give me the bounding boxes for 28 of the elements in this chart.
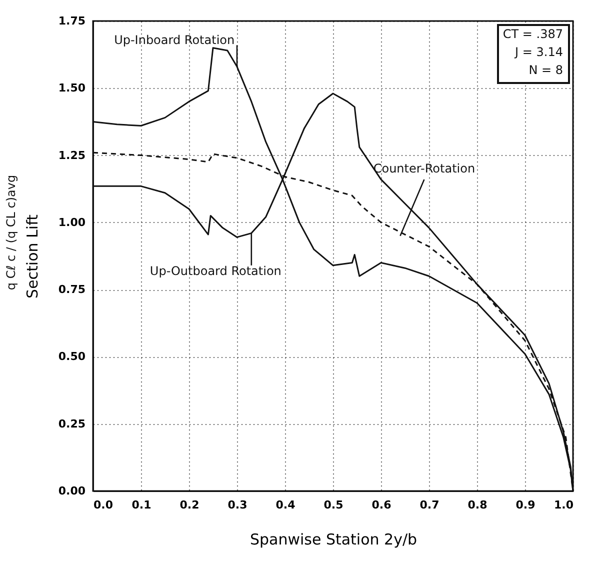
x-tick-label: 0.8	[468, 498, 488, 512]
y-tick-label: 1.50	[58, 82, 86, 95]
y-tick-label: 0.50	[58, 350, 86, 364]
y-axis-title: Section Lift	[23, 214, 42, 298]
x-tick-label: 0.3	[228, 498, 248, 512]
annotation: J = 3.14	[514, 45, 563, 59]
x-tick-label: 0.0	[94, 498, 114, 512]
x-tick-label: 1.0	[554, 498, 574, 512]
y-tick-label: 0.25	[58, 417, 86, 430]
x-tick-label: 0.1	[132, 498, 152, 512]
y-tick-label: 0.00	[58, 484, 86, 498]
x-tick-label: 0.9	[516, 498, 536, 512]
x-axis-title: Spanwise Station 2y/b	[250, 530, 418, 548]
annotation: CT = .387	[502, 27, 563, 41]
x-tick-label: 0.2	[180, 498, 200, 512]
annotation: Counter-Rotation	[373, 162, 476, 176]
y-tick-label: 1.75	[58, 14, 86, 28]
x-tick-label: 0.5	[324, 498, 344, 512]
annotation: N = 8	[528, 63, 563, 77]
x-tick-label: 0.6	[372, 498, 392, 512]
x-tick-label: 0.4	[276, 498, 296, 512]
text: q Cℓ c / (q CL c)avg	[4, 174, 18, 290]
annotation: Up-Outboard Rotation	[150, 264, 282, 278]
y-tick-label: 1.25	[58, 148, 86, 162]
annotation: Up-Inboard Rotation	[114, 32, 235, 47]
x-tick-label: 0.7	[420, 498, 440, 512]
y-tick-label: 0.75	[58, 283, 86, 296]
y-tick-label: 1.00	[58, 216, 86, 229]
